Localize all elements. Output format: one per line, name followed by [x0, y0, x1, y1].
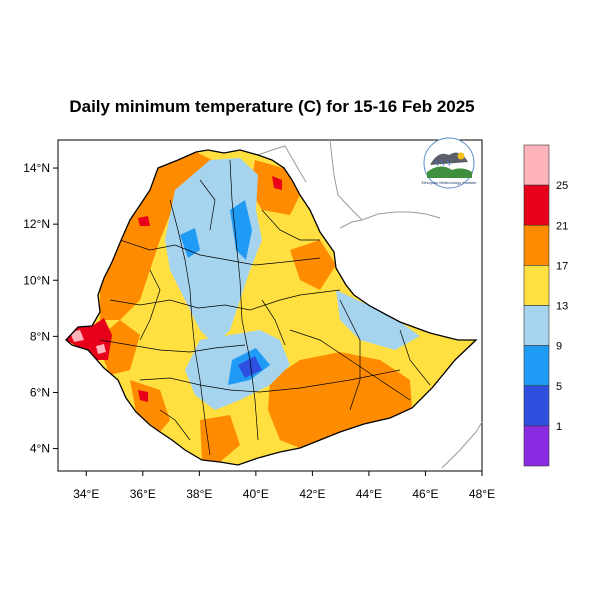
ethiopian-meteorology-institute-logo: Ethiopian Meteorology Institute	[422, 137, 478, 189]
x-tick-label: 34°E	[73, 487, 99, 501]
colorbar-swatch	[523, 144, 550, 186]
x-tick-label: 36°E	[130, 487, 156, 501]
y-tick-label: 12°N	[23, 217, 50, 231]
colorbar-swatch	[523, 184, 550, 226]
colorbar-label: 13	[556, 301, 568, 313]
x-tick-label: 40°E	[243, 487, 269, 501]
colorbar: 25 21 17 13 9 5 1	[523, 144, 568, 467]
x-tick-label: 42°E	[299, 487, 325, 501]
y-tick-label: 14°N	[23, 161, 50, 175]
colorbar-swatch	[523, 265, 550, 306]
colorbar-label: 1	[556, 421, 562, 433]
colorbar-swatch	[523, 425, 550, 467]
x-tick-label: 44°E	[356, 487, 382, 501]
map-title: Daily minimum temperature (C) for 15-16 …	[69, 97, 474, 116]
colorbar-label: 5	[556, 381, 562, 393]
x-tick-label: 38°E	[186, 487, 212, 501]
y-axis: 14°N 12°N 10°N 8°N 6°N 4°N	[23, 161, 58, 456]
colorbar-swatch	[523, 305, 550, 346]
svg-text:Ethiopian Meteorology Institut: Ethiopian Meteorology Institute	[422, 180, 478, 185]
colorbar-label: 17	[556, 260, 568, 272]
y-tick-label: 8°N	[30, 329, 50, 343]
x-tick-label: 48°E	[469, 487, 495, 501]
y-tick-label: 4°N	[30, 442, 50, 456]
colorbar-label: 21	[556, 220, 568, 232]
colorbar-swatch	[523, 385, 550, 427]
x-axis: 34°E 36°E 38°E 40°E 42°E 44°E 46°E 48°E	[73, 471, 495, 501]
colorbar-label: 25	[556, 180, 568, 192]
colorbar-swatch	[523, 345, 550, 387]
y-tick-label: 6°N	[30, 385, 50, 399]
y-tick-label: 10°N	[23, 273, 50, 287]
colorbar-label: 9	[556, 341, 562, 353]
admin-boundaries	[99, 159, 431, 456]
neighbor-borders	[257, 139, 483, 469]
colorbar-swatch	[523, 224, 550, 266]
x-tick-label: 46°E	[412, 487, 438, 501]
